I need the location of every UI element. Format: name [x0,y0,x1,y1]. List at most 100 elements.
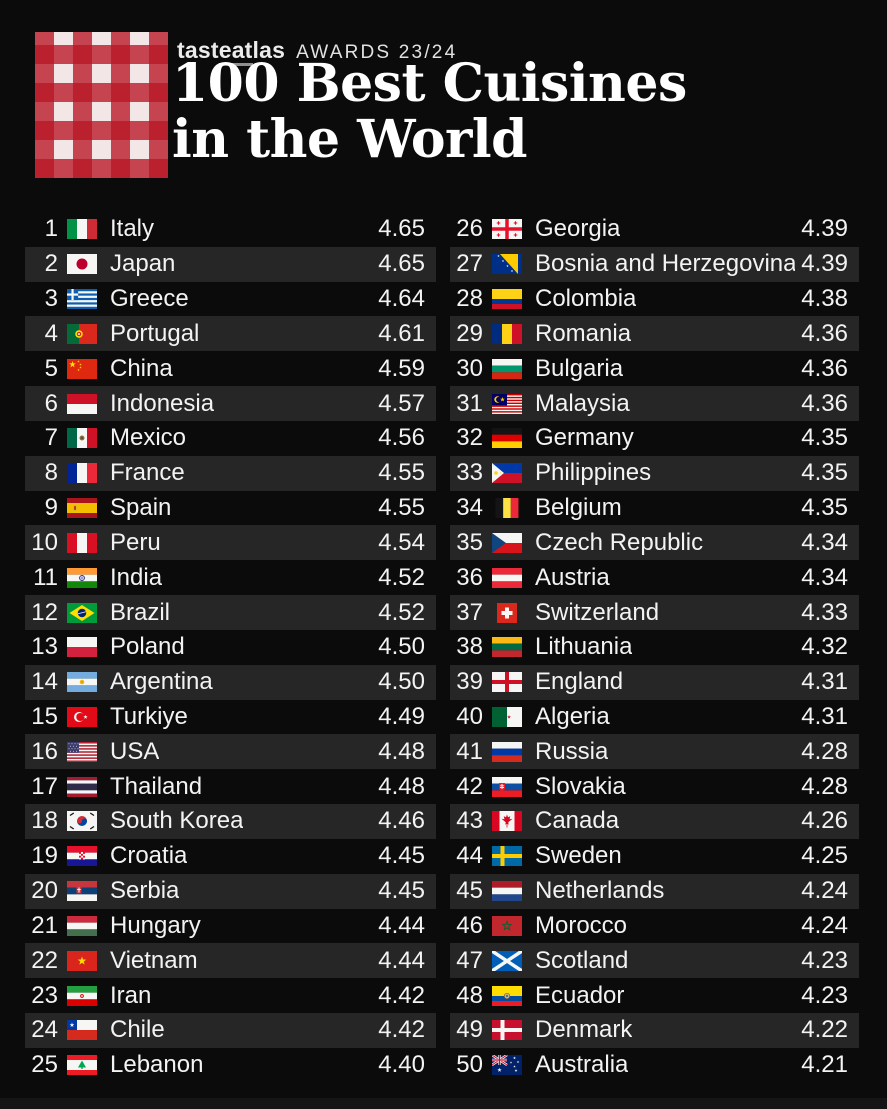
canada-flag-icon [492,811,522,832]
country-name: Lithuania [535,633,633,661]
rank-number: 3 [44,285,58,313]
rank-number: 14 [31,668,58,696]
rank-number: 8 [44,459,58,487]
cuisine-row-33: 33 Philippines 4.35 [450,455,859,491]
country-name: Switzerland [535,598,660,626]
australia-flag-icon [492,1055,522,1076]
score-value: 4.23 [801,946,848,974]
score-value: 4.44 [378,946,425,974]
cuisine-row-25: 25 Lebanon 4.40 [25,1048,436,1083]
malaysia-flag-icon [492,393,522,414]
rank-number: 17 [31,772,58,800]
country-name: Argentina [110,668,213,696]
switzerland-flag-icon [492,602,522,623]
country-name: Turkiye [110,703,188,730]
hungary-flag-icon [67,915,97,936]
philippines-flag-icon [492,463,522,484]
cuisine-row-20: 20 Serbia 4.45 [25,873,436,909]
score-value: 4.36 [801,389,848,417]
score-value: 4.39 [801,250,848,278]
bosnia-and-herzegovina-flag-icon [492,254,522,275]
slovakia-flag-icon [492,776,522,797]
country-name: Italy [110,215,155,243]
cuisine-row-34: 34 Belgium 4.35 [450,491,859,526]
score-value: 4.45 [378,877,425,905]
country-name: Indonesia [110,389,215,417]
netherlands-flag-icon [492,881,522,902]
country-name: India [110,563,163,591]
score-value: 4.28 [801,772,848,800]
country-name: England [535,668,624,696]
country-name: Serbia [110,877,180,905]
cuisine-row-1: 1 Italy 4.65 [25,212,436,247]
country-name: Netherlands [535,877,665,905]
austria-flag-icon [492,567,522,588]
rank-number: 40 [456,703,483,730]
cuisine-row-46: 46 Morocco 4.24 [450,909,859,944]
rank-number: 23 [31,981,58,1009]
cuisine-row-16: 16 USA 4.48 [25,734,436,770]
rank-number: 28 [456,285,483,313]
iran-flag-icon [67,985,97,1006]
cuisine-row-9: 9 Spain 4.55 [25,491,436,526]
cuisine-row-13: 13 Poland 4.50 [25,630,436,665]
rank-number: 48 [456,981,483,1009]
score-value: 4.59 [378,354,425,382]
india-flag-icon [67,567,97,588]
indonesia-flag-icon [67,393,97,414]
rank-number: 20 [31,877,58,905]
rank-number: 37 [456,598,483,626]
greece-flag-icon [67,289,97,310]
rank-number: 16 [31,737,58,765]
thailand-flag-icon [67,776,97,797]
rank-number: 2 [44,250,58,278]
score-value: 4.35 [801,424,848,452]
country-name: Scotland [535,946,629,974]
rank-number: 43 [456,807,483,835]
cuisine-row-10: 10 Peru 4.54 [25,525,436,561]
rank-number: 15 [31,703,58,730]
country-name: Mexico [110,424,187,452]
score-value: 4.61 [378,319,425,347]
rank-number: 6 [44,389,58,417]
score-value: 4.24 [801,911,848,939]
score-value: 4.42 [378,1016,425,1044]
cuisine-row-45: 45 Netherlands 4.24 [450,873,859,909]
france-flag-icon [67,463,97,484]
cuisine-row-35: 35 Czech Republic 4.34 [450,525,859,561]
rank-number: 5 [44,354,58,382]
croatia-flag-icon [67,846,97,867]
japan-flag-icon [67,254,97,275]
cuisine-row-5: 5 China 4.59 [25,351,436,386]
country-name: Denmark [535,1016,633,1044]
cuisine-row-28: 28 Colombia 4.38 [450,282,859,317]
cuisine-row-6: 6 Indonesia 4.57 [25,386,436,421]
cuisine-row-17: 17 Thailand 4.48 [25,769,436,804]
country-name: Austria [535,563,610,591]
cuisine-row-24: 24 Chile 4.42 [25,1013,436,1048]
romania-flag-icon [492,323,522,344]
cuisine-row-27: 27 Bosnia and Herzegovina 4.39 [450,246,859,282]
rank-number: 44 [456,842,483,870]
cuisine-row-15: 15 Turkiye 4.49 [25,700,436,735]
score-value: 4.36 [801,319,848,347]
score-value: 4.55 [378,494,425,522]
rank-number: 32 [456,424,483,452]
score-value: 4.28 [801,737,848,765]
rank-number: 10 [31,528,58,556]
country-name: Russia [535,737,609,765]
cuisine-row-40: 40 Algeria 4.31 [450,700,859,735]
russia-flag-icon [492,741,522,762]
ecuador-flag-icon [492,985,522,1006]
cuisine-row-18: 18 South Korea 4.46 [25,804,436,839]
score-value: 4.45 [378,842,425,870]
country-name: Bulgaria [535,354,624,382]
cuisine-row-43: 43 Canada 4.26 [450,804,859,839]
chile-flag-icon [67,1020,97,1041]
rank-number: 4 [44,319,58,347]
cuisine-row-48: 48 Ecuador 4.23 [450,978,859,1013]
score-value: 4.46 [378,807,425,835]
country-name: Philippines [535,459,652,487]
cuisine-row-38: 38 Lithuania 4.32 [450,630,859,665]
country-name: Brazil [110,598,171,626]
